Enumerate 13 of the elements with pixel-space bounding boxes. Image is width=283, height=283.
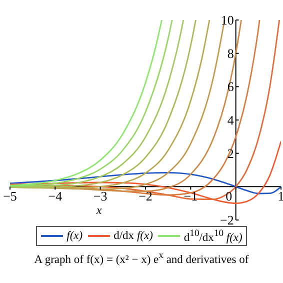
y-tick-label: 4 — [227, 112, 234, 128]
legend-label: f(x) — [66, 230, 83, 242]
y-tick-label: 8 — [227, 46, 234, 61]
x-tick-label: 0 — [226, 188, 232, 204]
x-tick-label: −5 — [3, 188, 17, 204]
y-tick-label: −2 — [220, 212, 234, 228]
legend-label: d/dx f(x) — [114, 230, 153, 242]
x-axis-title: x — [96, 202, 102, 217]
y-tick-label: 10 — [220, 12, 234, 28]
x-tick-label: −4 — [48, 188, 63, 204]
text: A graph of f(x) = (x² − x) e$^{x}$ and derivatives of — [34, 250, 249, 266]
legend-label: d$^{10}$/dx$^{10}$ f(x) — [184, 228, 242, 244]
x-tick-label: −3 — [93, 188, 108, 204]
